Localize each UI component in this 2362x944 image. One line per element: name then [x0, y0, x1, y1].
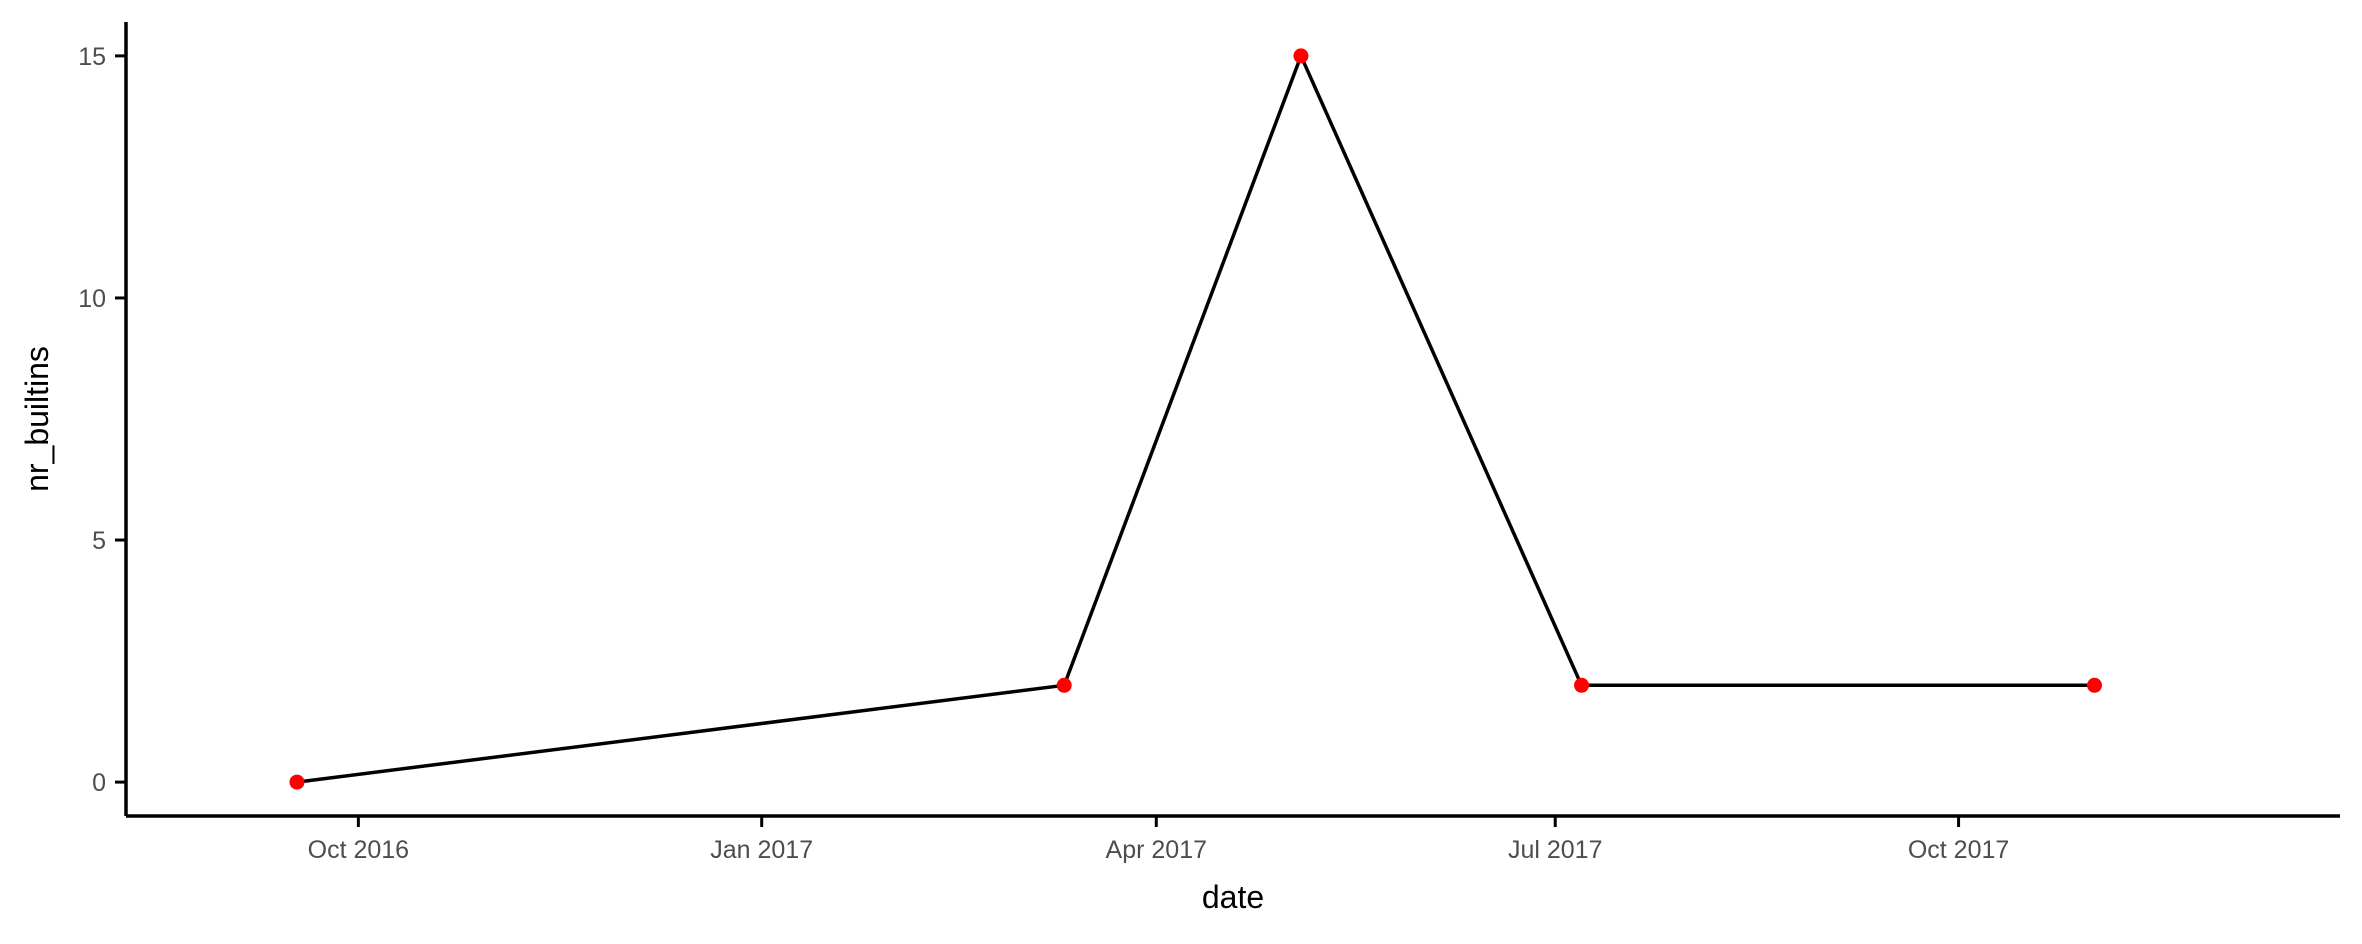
- x-tick-label: Oct 2016: [308, 836, 409, 864]
- y-tick-label: 15: [78, 43, 106, 71]
- y-tick-label: 10: [78, 285, 106, 313]
- y-tick-label: 5: [92, 527, 106, 555]
- data-point: [289, 774, 305, 790]
- data-point: [1574, 677, 1590, 693]
- series-line: [296, 54, 2095, 784]
- y-axis-ticks: 0 5 10 15: [78, 43, 126, 797]
- x-tick-label: Apr 2017: [1106, 836, 1207, 864]
- x-tick-label: Jul 2017: [1508, 836, 1603, 864]
- x-tick-label: Jan 2017: [710, 836, 813, 864]
- x-axis-title: date: [1202, 879, 1264, 915]
- data-point: [1056, 677, 1072, 693]
- data-point: [1293, 48, 1309, 64]
- y-tick-label: 0: [92, 769, 106, 797]
- data-point: [2086, 677, 2102, 693]
- data-points: [289, 48, 2102, 790]
- x-axis-ticks: Oct 2016 Jan 2017 Apr 2017 Jul 2017 Oct 2017: [308, 816, 2009, 864]
- y-axis-title: nr_builtins: [19, 346, 55, 492]
- x-tick-label: Oct 2017: [1908, 836, 2009, 864]
